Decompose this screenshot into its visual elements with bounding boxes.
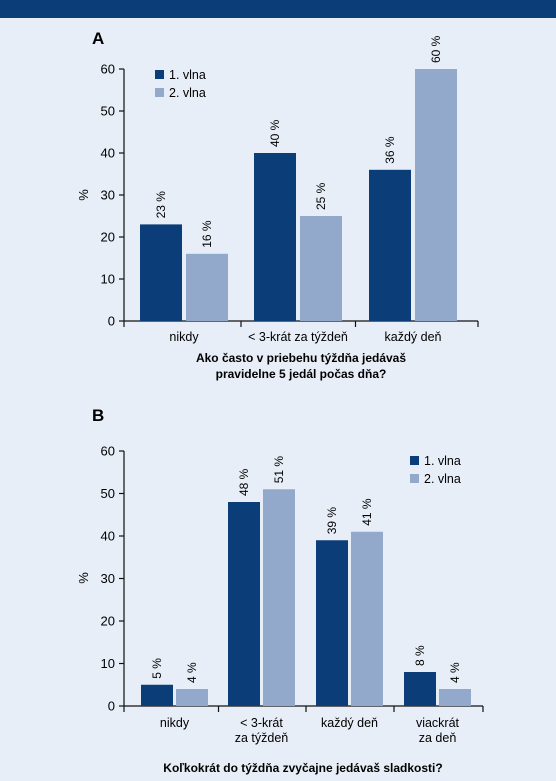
data-label: 4 %	[185, 662, 199, 683]
panel-letter: A	[92, 29, 104, 48]
data-label: 5 %	[150, 658, 164, 679]
data-label: 16 %	[200, 220, 214, 248]
data-label: 25 %	[314, 182, 328, 210]
panel-letter: B	[92, 406, 104, 425]
y-tick-label: 30	[101, 188, 115, 203]
data-label: 41 %	[360, 498, 374, 526]
legend-swatch	[410, 474, 419, 483]
bar-2	[439, 689, 471, 706]
legend-label: 1. vlna	[424, 454, 461, 468]
data-label: 51 %	[272, 456, 286, 484]
category-label: každý deň	[385, 330, 442, 344]
data-label: 48 %	[237, 468, 251, 496]
bar-1	[316, 540, 348, 706]
bar-1	[141, 684, 173, 706]
chart-panel-a: A 0 10 20 30 40 50 60% 23 % 16 % nikdy 40 % 25 % < 3-…	[76, 29, 479, 381]
data-label: 23 %	[154, 191, 168, 219]
data-label: 8 %	[413, 645, 427, 666]
bar-1	[254, 153, 296, 321]
bar-1	[404, 672, 436, 706]
y-tick-label: 10	[101, 656, 115, 671]
x-axis-title: Koľkokrát do týždňa zvyčajne jedávaš sla…	[163, 761, 442, 775]
legend-swatch	[410, 456, 419, 465]
y-tick-label: 0	[108, 314, 115, 329]
y-tick-label: 20	[101, 614, 115, 629]
y-tick-label: 60	[101, 444, 115, 459]
bar-2	[351, 531, 383, 706]
y-tick-label: 50	[101, 104, 115, 119]
category-label: za deň	[419, 731, 457, 745]
legend-swatch	[155, 70, 164, 79]
y-tick-label: 20	[101, 230, 115, 245]
x-axis-title: pravidelne 5 jedál počas dňa?	[216, 367, 387, 381]
legend-swatch	[155, 88, 164, 97]
y-tick-label: 60	[101, 62, 115, 77]
category-label: nikdy	[169, 330, 199, 344]
bar-1	[369, 169, 411, 321]
category-label: nikdy	[160, 716, 190, 730]
y-tick-label: 0	[108, 699, 115, 714]
data-label: 40 %	[268, 119, 282, 147]
bar-2	[186, 253, 228, 321]
y-tick-label: 40	[101, 146, 115, 161]
header-bar	[0, 0, 556, 18]
y-axis-label: %	[76, 189, 91, 201]
y-tick-label: 50	[101, 486, 115, 501]
y-axis-label: %	[76, 572, 91, 584]
category-label: každý deň	[321, 716, 378, 730]
bar-2	[176, 689, 208, 706]
bar-2	[263, 489, 295, 706]
bar-2	[415, 69, 457, 321]
bar-1	[228, 502, 260, 706]
bar-1	[140, 224, 182, 321]
category-label: < 3-krát za týždeň	[248, 330, 348, 344]
chart-panel-b: B 0 10 20 30 40 50 60% 5 % 4 % nikdy 48 % 51 % < 3-kr…	[76, 406, 484, 775]
legend-label: 2. vlna	[424, 472, 461, 486]
data-label: 36 %	[383, 136, 397, 164]
category-label: viackrát	[416, 716, 460, 730]
y-tick-label: 10	[101, 272, 115, 287]
data-label: 39 %	[325, 507, 339, 535]
category-label: < 3-krát	[240, 716, 283, 730]
y-tick-label: 30	[101, 571, 115, 586]
category-label: za týždeň	[235, 731, 289, 745]
data-label: 4 %	[448, 662, 462, 683]
data-label: 60 %	[429, 35, 443, 63]
bar-2	[300, 216, 342, 321]
x-axis-title: Ako často v priebehu týždňa jedávaš	[196, 351, 406, 365]
legend-label: 2. vlna	[169, 86, 206, 100]
legend-label: 1. vlna	[169, 68, 206, 82]
y-tick-label: 40	[101, 529, 115, 544]
